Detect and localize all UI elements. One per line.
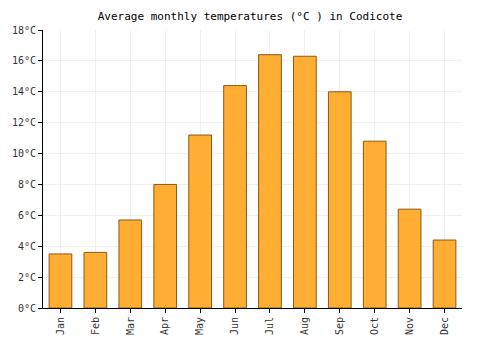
svg-text:May: May <box>194 317 205 335</box>
svg-text:2°C: 2°C <box>18 272 36 283</box>
svg-text:Apr: Apr <box>159 317 170 335</box>
svg-text:Aug: Aug <box>299 317 310 335</box>
svg-text:6°C: 6°C <box>18 210 36 221</box>
svg-text:Dec: Dec <box>439 317 450 335</box>
svg-text:Feb: Feb <box>90 317 101 335</box>
svg-text:14°C: 14°C <box>12 86 36 97</box>
svg-text:Nov: Nov <box>404 317 415 335</box>
svg-text:18°C: 18°C <box>12 25 36 36</box>
svg-text:Jun: Jun <box>229 317 240 335</box>
svg-text:4°C: 4°C <box>18 241 36 252</box>
svg-text:Jul: Jul <box>264 317 275 335</box>
svg-text:Sep: Sep <box>334 317 345 335</box>
svg-text:0°C: 0°C <box>18 303 36 314</box>
svg-text:16°C: 16°C <box>12 55 36 66</box>
svg-text:Jan: Jan <box>55 317 66 335</box>
svg-text:12°C: 12°C <box>12 117 36 128</box>
svg-text:Oct: Oct <box>369 317 380 335</box>
svg-text:10°C: 10°C <box>12 148 36 159</box>
svg-text:Average monthly temperatures (: Average monthly temperatures (°C ) in Co… <box>98 10 403 23</box>
svg-text:8°C: 8°C <box>18 179 36 190</box>
svg-text:Mar: Mar <box>125 317 136 335</box>
